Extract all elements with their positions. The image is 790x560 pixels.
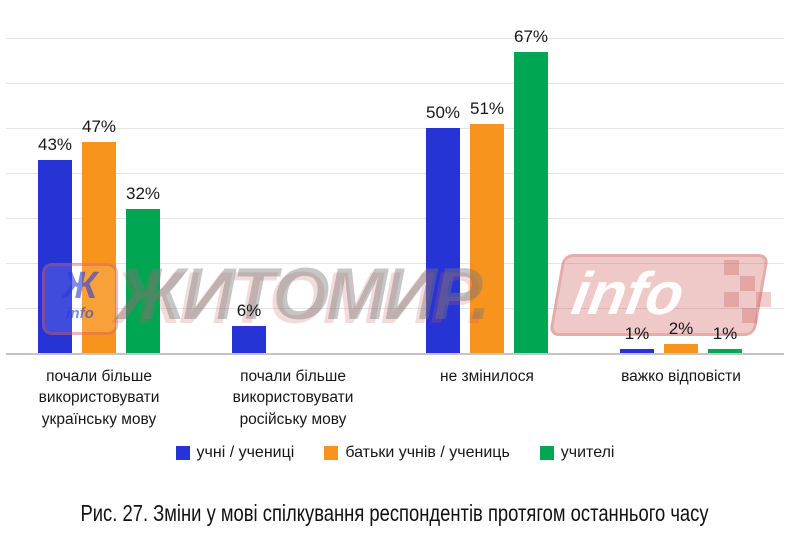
gridline — [6, 83, 784, 84]
figure-caption: Рис. 27. Зміни у мові спілкування респон… — [0, 500, 790, 527]
gridline — [6, 263, 784, 264]
bar-2-0 — [126, 209, 160, 353]
bar-value-label: 51% — [469, 98, 505, 118]
bar-0-1 — [232, 326, 266, 353]
legend-swatch — [175, 446, 190, 460]
bar-1-2 — [470, 123, 504, 353]
bar-2-2 — [514, 51, 548, 353]
legend-label: батьки учнів / учениць — [345, 444, 510, 461]
bar-value-label: 50% — [425, 103, 461, 122]
bar-value-label: 2% — [668, 319, 694, 338]
legend-label: учні / учениці — [196, 444, 295, 461]
bar-value-label: 1% — [624, 323, 650, 343]
legend-item-1: батьки учнів / учениць — [324, 444, 510, 462]
x-axis-line — [6, 353, 784, 355]
gridline — [6, 308, 784, 309]
category-label-3: важко відповісти — [621, 368, 741, 385]
plot-area: 43% 6% 50% 1% 47% 51% 2% 32% 67% 1% почали більше в… — [6, 26, 784, 428]
category-label-0: почали більше використовувати українську м… — [38, 368, 160, 428]
bar-1-0 — [82, 141, 116, 353]
category-label-1: почали більше використовувати російську мо… — [232, 368, 354, 428]
legend-swatch — [539, 446, 554, 460]
category-label-2: не змінилося — [440, 368, 534, 385]
bar-value-label: 6% — [236, 301, 262, 320]
legend-item-2: учителі — [539, 444, 615, 462]
gridline — [6, 128, 784, 129]
legend-label: учителі — [560, 444, 615, 461]
gridline — [6, 38, 784, 39]
legend-item-0: учні / учениці — [175, 444, 295, 462]
legend: учні / учениці батьки учнів / учениць учит… — [0, 444, 790, 462]
gridline — [6, 218, 784, 219]
bar-1-3 — [664, 344, 698, 353]
figure-caption-text: Рис. 27. Зміни у мові спілкування респон… — [80, 500, 710, 526]
bar-value-label: 67% — [513, 26, 549, 46]
bar-0-2 — [426, 128, 460, 353]
bar-value-label: 43% — [37, 134, 73, 154]
gridline — [6, 173, 784, 174]
bar-value-label: 32% — [125, 184, 161, 203]
bar-0-0 — [38, 159, 72, 353]
bar-value-label: 1% — [712, 323, 738, 343]
bar-2-3 — [708, 348, 742, 353]
bar-value-label: 47% — [81, 116, 117, 136]
legend-swatch — [324, 446, 339, 460]
bar-0-3 — [620, 348, 654, 353]
